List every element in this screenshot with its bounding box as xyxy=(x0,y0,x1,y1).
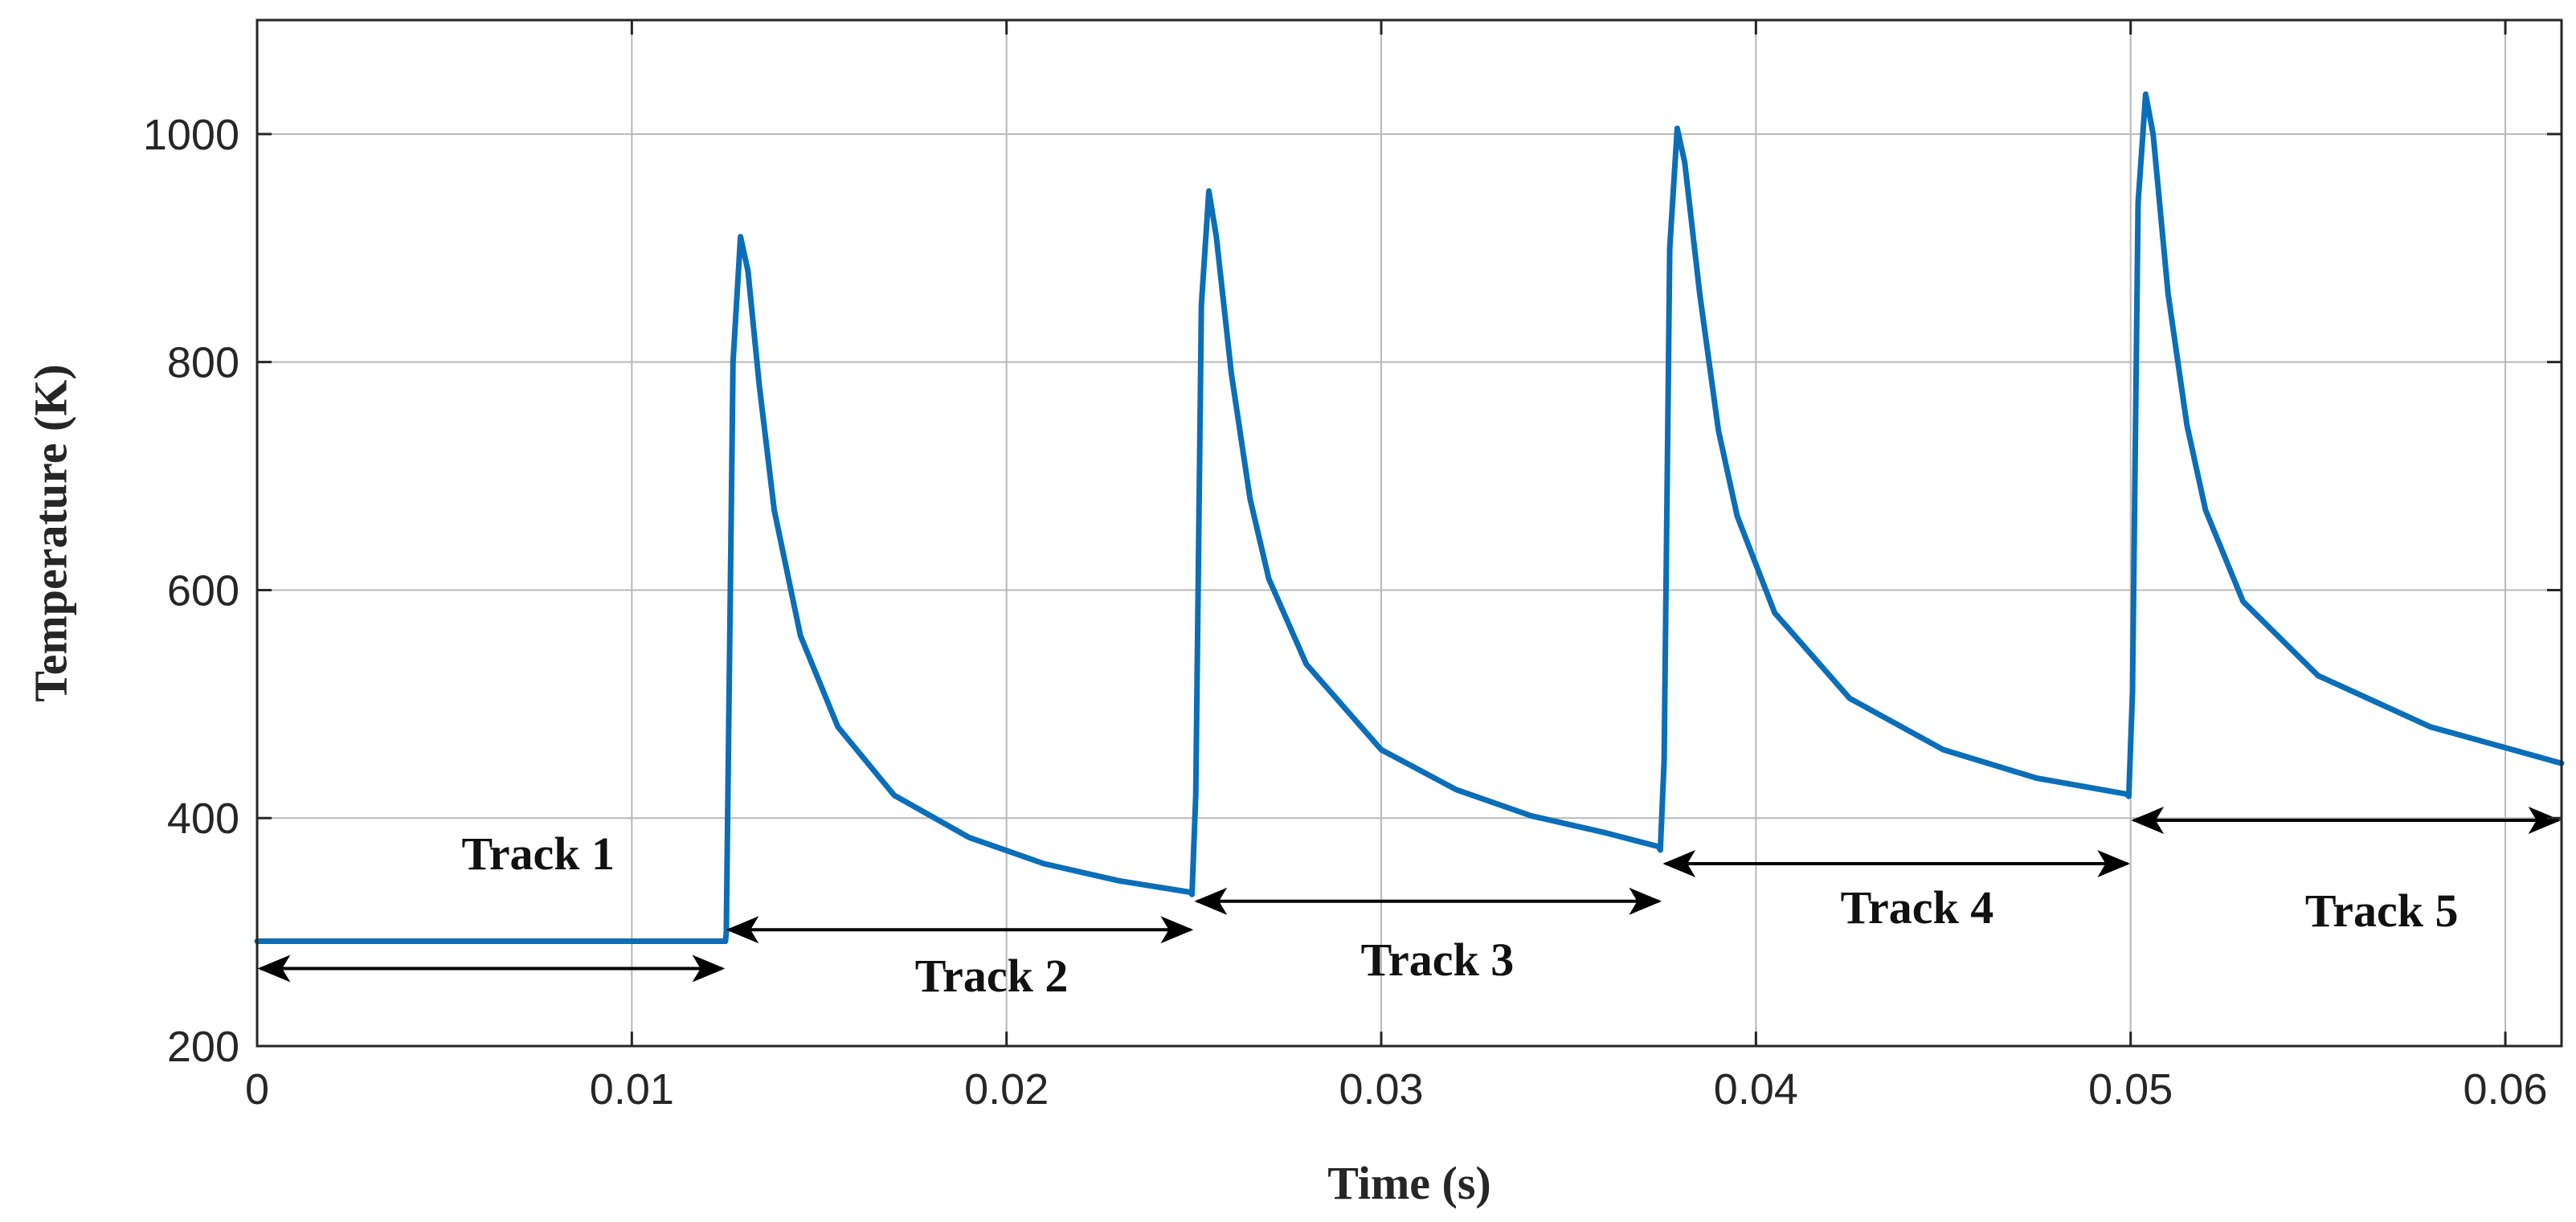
track-label: Track 3 xyxy=(1361,934,1515,986)
y-tick-label: 1000 xyxy=(143,111,239,159)
annotations: Track 1 Track 2 Track 3 Track 4 Track 5 xyxy=(257,807,2562,1002)
track-label: Track 2 xyxy=(915,950,1069,1002)
y-tick-label: 800 xyxy=(167,339,239,387)
x-tick-label: 0 xyxy=(245,1065,269,1114)
track-label: Track 4 xyxy=(1841,881,1994,934)
x-tick-label: 0.02 xyxy=(964,1065,1049,1114)
y-axis-title: Temperature (K) xyxy=(24,364,76,701)
y-tick-label: 200 xyxy=(167,1023,239,1071)
track-label: Track 1 xyxy=(461,828,615,880)
x-tick-label: 0.03 xyxy=(1339,1065,1423,1114)
y-tick-label: 600 xyxy=(167,566,239,615)
x-axis-title: Time (s) xyxy=(1327,1157,1491,1209)
series-layer xyxy=(254,91,2565,944)
x-tick-label: 0.01 xyxy=(590,1065,674,1114)
x-tick-label: 0.06 xyxy=(2463,1065,2547,1114)
temperature-series-line xyxy=(254,91,2565,944)
plot-box xyxy=(256,18,2563,1048)
track-label: Track 5 xyxy=(2305,885,2459,937)
x-tick-label: 0.05 xyxy=(2088,1065,2173,1114)
y-tick-label: 400 xyxy=(167,795,239,843)
axes: 0 0.01 0.02 0.03 0.04 0.05 0.06 200 400 600 800 100… xyxy=(143,18,2563,1114)
x-tick-label: 0.04 xyxy=(1714,1065,1798,1114)
